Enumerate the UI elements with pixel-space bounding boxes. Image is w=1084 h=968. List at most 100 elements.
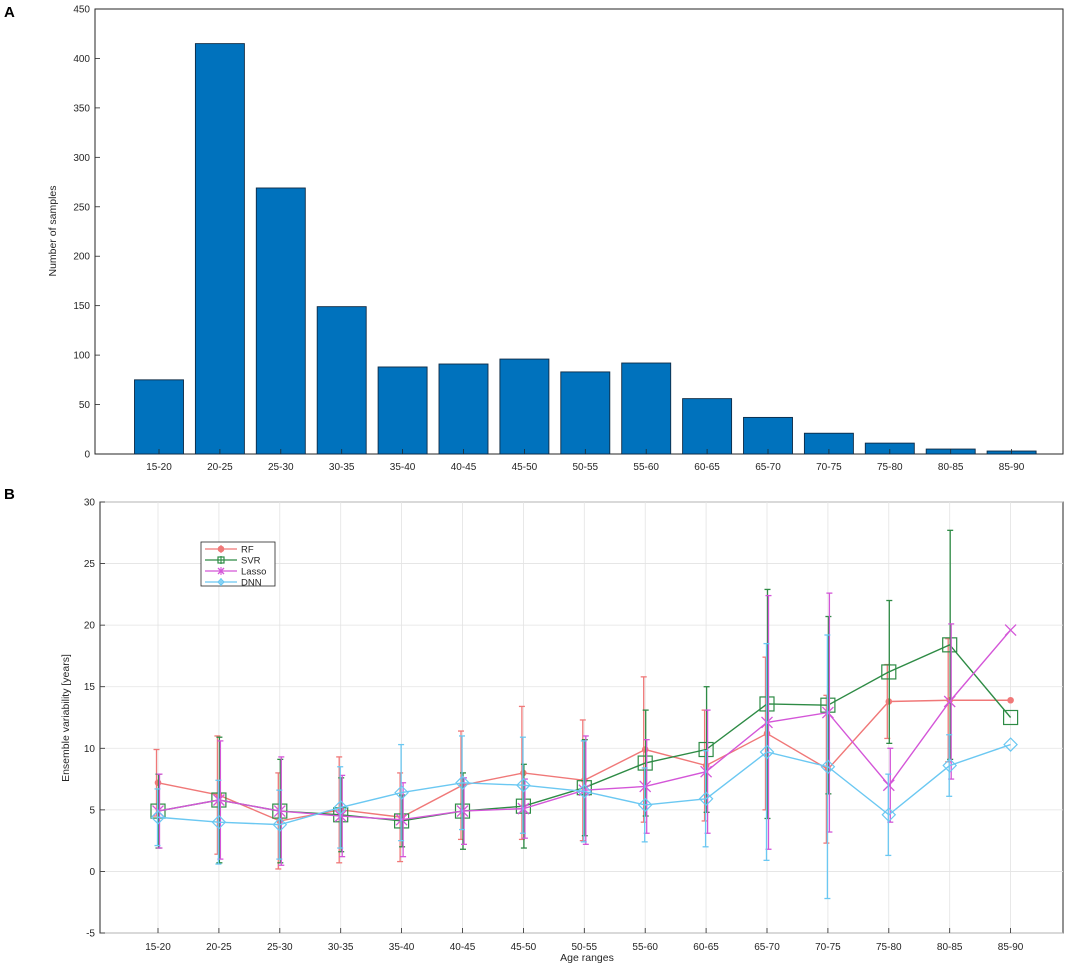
legend-label: DNN (241, 578, 262, 589)
legend-label: Lasso (241, 567, 266, 578)
chart-a-bars (134, 43, 1037, 455)
x-tick-label: 60-65 (693, 942, 719, 953)
y-tick-label: 25 (84, 559, 96, 570)
x-tick-label: 20-25 (207, 462, 233, 473)
x-tick-label: 45-50 (512, 462, 538, 473)
marker-diamond (820, 759, 836, 775)
x-tick-label: 75-80 (876, 942, 902, 953)
series-line (157, 743, 1011, 826)
marker-dot (1007, 696, 1014, 704)
x-tick-label: 50-55 (572, 942, 598, 953)
y-tick-label: 150 (73, 301, 90, 312)
x-tick-label: 30-35 (328, 942, 354, 953)
chart-b: -5 0 5 10 15 20 25 30 15-20 20-25 25-30 30-35 35-40… (60, 498, 1064, 964)
chart-b-y-axis: -5 0 5 10 15 20 25 30 (84, 498, 105, 940)
y-tick-label: 250 (73, 202, 90, 213)
legend-entry-lasso: Lasso (205, 567, 266, 578)
marker-diamond (211, 814, 227, 830)
bar (682, 398, 733, 455)
marker-diamond (217, 578, 225, 586)
x-tick-label: 25-30 (268, 462, 294, 473)
marker-diamond (455, 775, 470, 791)
y-tick-label: 400 (73, 54, 90, 65)
x-tick-label: 60-65 (694, 462, 720, 473)
y-tick-label: 15 (84, 682, 96, 693)
y-tick-label: 10 (84, 744, 96, 755)
y-tick-label: 100 (73, 351, 90, 362)
marker-diamond (698, 791, 714, 807)
panel-b-letter: B (4, 486, 15, 503)
bar (743, 416, 793, 455)
x-tick-label: 80-85 (937, 942, 963, 953)
y-tick-label: -5 (86, 929, 95, 940)
legend-entry-svr: SVR (205, 556, 261, 567)
marker-diamond (637, 797, 653, 813)
x-tick-label: 50-55 (573, 462, 599, 473)
bar (194, 43, 245, 455)
y-tick-label: 350 (73, 103, 90, 114)
marker-diamond (394, 785, 409, 800)
bar (621, 362, 672, 455)
x-tick-label: 40-45 (450, 942, 476, 953)
bar (255, 187, 306, 455)
legend-label: SVR (241, 556, 261, 567)
marker-square (217, 556, 225, 564)
chart-a: 0 50 100 150 200 250 300 350 400 450 15-20 20-25 25… (47, 5, 1064, 473)
x-tick-label: 35-40 (389, 942, 415, 953)
x-tick-label: 85-90 (999, 462, 1025, 473)
marker-square (942, 637, 958, 653)
x-tick-label: 20-25 (206, 942, 232, 953)
bar (316, 306, 367, 455)
marker-diamond (516, 777, 531, 793)
marker-cross (943, 695, 956, 708)
series-dnn (150, 634, 1018, 900)
x-tick-label: 15-20 (146, 462, 172, 473)
legend-label: RF (241, 545, 254, 556)
x-tick-label: 75-80 (877, 462, 903, 473)
y-tick-label: 5 (89, 805, 95, 816)
marker-diamond (881, 807, 897, 823)
x-tick-label: 85-90 (998, 942, 1024, 953)
marker-diamond (942, 758, 958, 773)
marker-square (881, 664, 897, 680)
y-tick-label: 50 (79, 400, 91, 411)
marker-diamond (759, 744, 775, 760)
y-tick-label: 300 (73, 153, 90, 164)
marker-diamond (272, 817, 288, 832)
marker-dot (217, 545, 225, 553)
chart-b-ylabel: Ensemble variability [years] (60, 654, 72, 782)
legend-entry-rf: RF (205, 545, 254, 556)
x-tick-label: 35-40 (390, 462, 416, 473)
y-tick-label: 200 (73, 252, 90, 263)
x-tick-label: 55-60 (633, 462, 659, 473)
x-tick-label: 65-70 (755, 462, 781, 473)
marker-square (1002, 709, 1019, 726)
bar (499, 358, 550, 455)
chart-a-y-axis: 0 50 100 150 200 250 300 350 400 450 (73, 5, 100, 461)
x-tick-label: 55-60 (632, 942, 658, 953)
y-tick-label: 450 (73, 5, 90, 16)
x-tick-label: 70-75 (816, 462, 842, 473)
x-tick-label: 45-50 (511, 942, 537, 953)
x-tick-label: 70-75 (815, 942, 841, 953)
legend-entry-dnn: DNN (205, 578, 262, 589)
bar (438, 363, 489, 455)
chart-a-ylabel: Number of samples (47, 185, 59, 276)
chart-b-xlabel: Age ranges (560, 952, 614, 964)
chart-a-x-axis: 15-20 20-25 25-30 30-35 35-40 40-45 45-50 50-55… (146, 449, 1025, 473)
x-tick-label: 65-70 (754, 942, 780, 953)
panel-a-letter: A (4, 4, 15, 21)
x-tick-label: 40-45 (451, 462, 477, 473)
x-tick-label: 80-85 (938, 462, 964, 473)
bar (560, 371, 611, 455)
marker-diamond (576, 784, 592, 799)
y-tick-label: 30 (84, 498, 96, 509)
marker-cross (217, 567, 225, 575)
marker-diamond (333, 800, 349, 815)
y-tick-label: 20 (84, 621, 96, 632)
marker-diamond (150, 809, 166, 825)
x-tick-label: 25-30 (267, 942, 293, 953)
x-tick-label: 15-20 (145, 942, 171, 953)
